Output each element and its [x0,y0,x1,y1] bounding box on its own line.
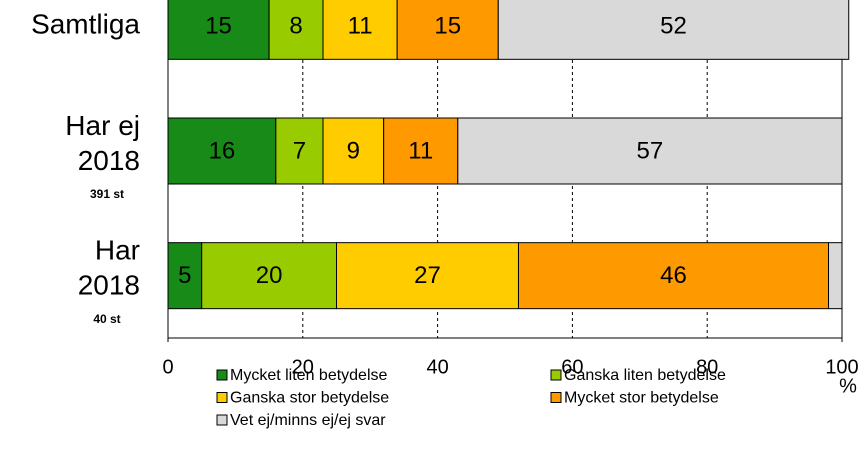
y-tick-label: 2018 [78,270,140,301]
data-label: 16 [209,137,236,164]
bar-segment [828,242,843,310]
data-label: 15 [434,13,461,40]
x-axis-label: % [839,375,857,397]
x-tick-label: 100 [825,356,858,378]
bar-segment [322,0,398,60]
bar-segment [497,0,850,60]
bar-segment [396,0,499,60]
legend-swatch [550,369,562,381]
y-tick-label: Har [95,235,140,266]
y-tick-label: Har ej [65,110,140,141]
x-tick-label: 40 [426,356,448,378]
legend-label: Ganska liten betydelse [564,367,726,384]
bar-segment [201,242,337,310]
data-label: 46 [660,262,687,289]
legend-label: Ganska stor betydelse [230,390,389,407]
bar-segment [167,242,203,310]
bar-segment [336,242,519,310]
data-label: 11 [408,137,433,164]
y-tick-label: Samtliga [31,9,140,40]
bar-segment [517,242,830,310]
bar-segment [167,0,270,60]
data-label: 5 [178,262,191,289]
y-tick-label: 2018 [78,145,140,176]
data-label: 52 [660,13,687,40]
bar-segment [457,117,843,185]
legend-label: Mycket liten betydelse [230,367,388,384]
x-tick-label: 60 [561,356,583,378]
category-count: 40 st [93,312,120,326]
legend-label: Vet ej/minns ej/ej svar [230,412,386,429]
x-tick-label: 80 [696,356,718,378]
data-label: 7 [293,137,306,164]
data-label: 27 [414,262,441,289]
category-count: 391 st [90,187,124,201]
data-label: 15 [205,13,232,40]
bar-segment [383,117,459,185]
x-tick-label: 0 [162,356,173,378]
legend-label: Mycket stor betydelse [564,390,719,407]
legend-swatch [216,414,228,426]
data-label: 9 [347,137,360,164]
legend-swatch [216,392,228,403]
bar-segment [268,0,324,60]
legend-swatch [550,392,562,403]
bar-segment [275,117,324,185]
data-label: 20 [256,262,283,289]
legend-swatch [216,369,228,381]
data-label: 57 [637,137,664,164]
bar-segment [167,117,277,185]
data-label: 11 [348,13,373,40]
x-tick-label: 20 [292,356,314,378]
data-label: 8 [289,13,302,40]
